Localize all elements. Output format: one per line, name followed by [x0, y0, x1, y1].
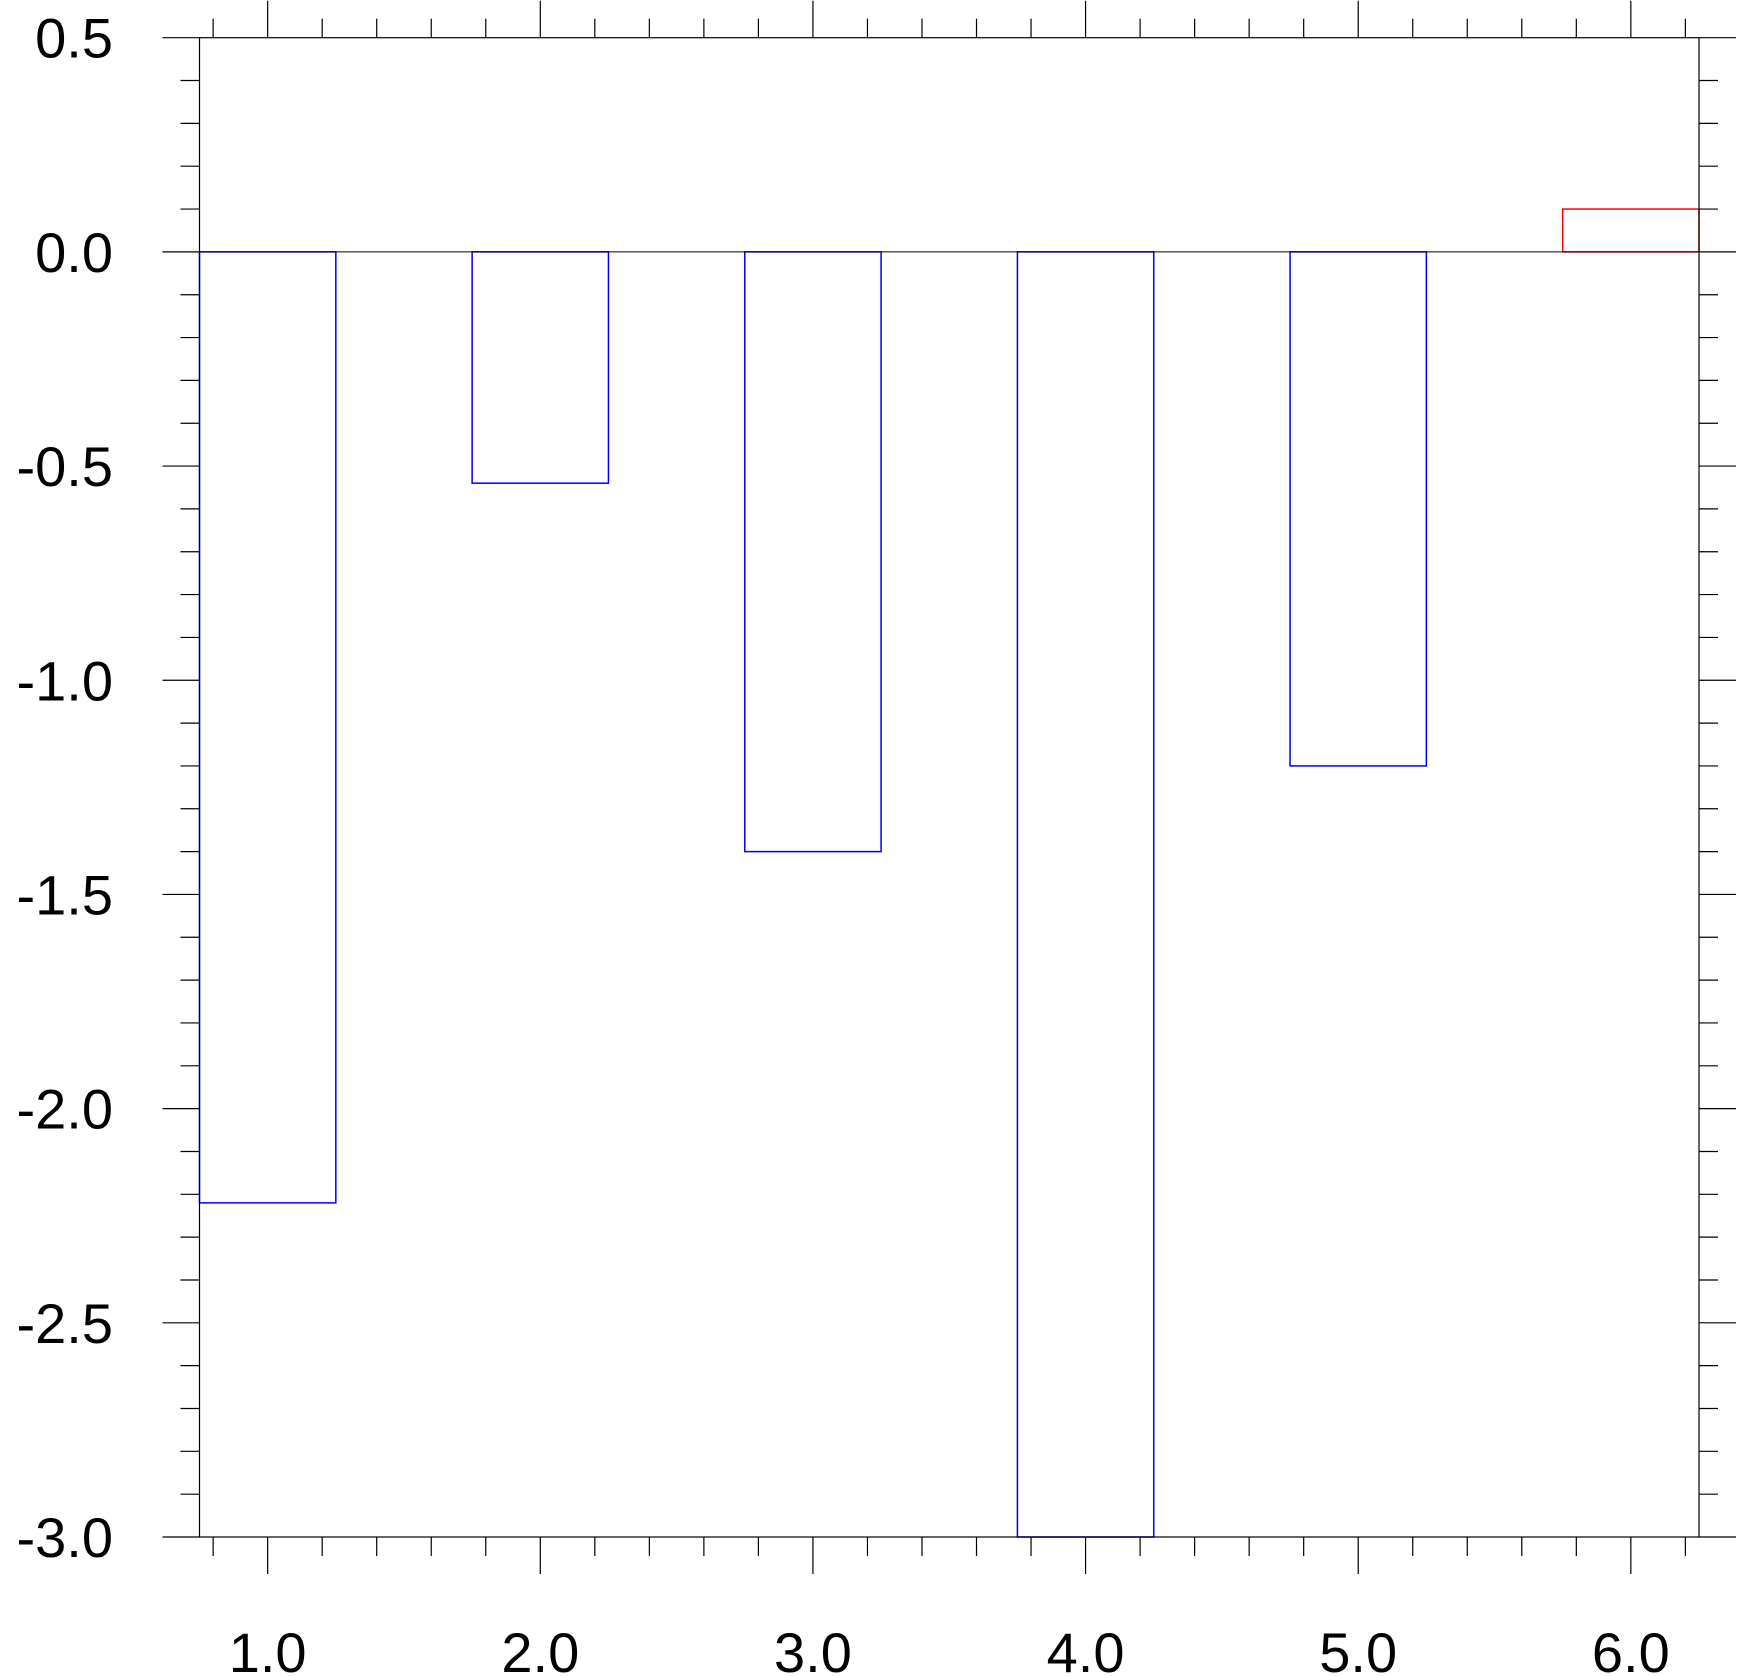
- y-tick-label: -1.0: [17, 649, 114, 712]
- y-tick-label: 0.0: [35, 221, 113, 284]
- bar-1: [198, 251, 337, 1204]
- plot-frame: [198, 37, 1700, 1538]
- axis-ticks: [162, 0, 1736, 1574]
- tick-labels: 0.5 0.0 -0.5 -1.0 -1.5 -2.0 -2.5 -3.0 1.0 2.0 3.0 4…: [17, 7, 1670, 1676]
- x-tick-label: 4.0: [1047, 1621, 1125, 1676]
- bar-4: [1016, 251, 1155, 1538]
- y-tick-label: 0.5: [35, 7, 113, 70]
- bar-2: [471, 251, 610, 484]
- bar-6: [1561, 208, 1700, 253]
- x-tick-label: 3.0: [774, 1621, 852, 1676]
- x-tick-label: 5.0: [1319, 1621, 1397, 1676]
- y-tick-label: -2.0: [17, 1078, 114, 1141]
- x-tick-label: 1.0: [229, 1621, 307, 1676]
- y-tick-label: -1.5: [17, 863, 114, 926]
- bar-5: [1289, 251, 1428, 767]
- bar-3: [744, 251, 882, 853]
- bars: [198, 208, 1700, 1538]
- x-tick-label: 6.0: [1592, 1621, 1670, 1676]
- y-tick-label: -2.5: [17, 1292, 114, 1355]
- y-tick-label: -3.0: [17, 1506, 114, 1569]
- y-tick-label: -0.5: [17, 435, 114, 498]
- x-tick-label: 2.0: [501, 1621, 579, 1676]
